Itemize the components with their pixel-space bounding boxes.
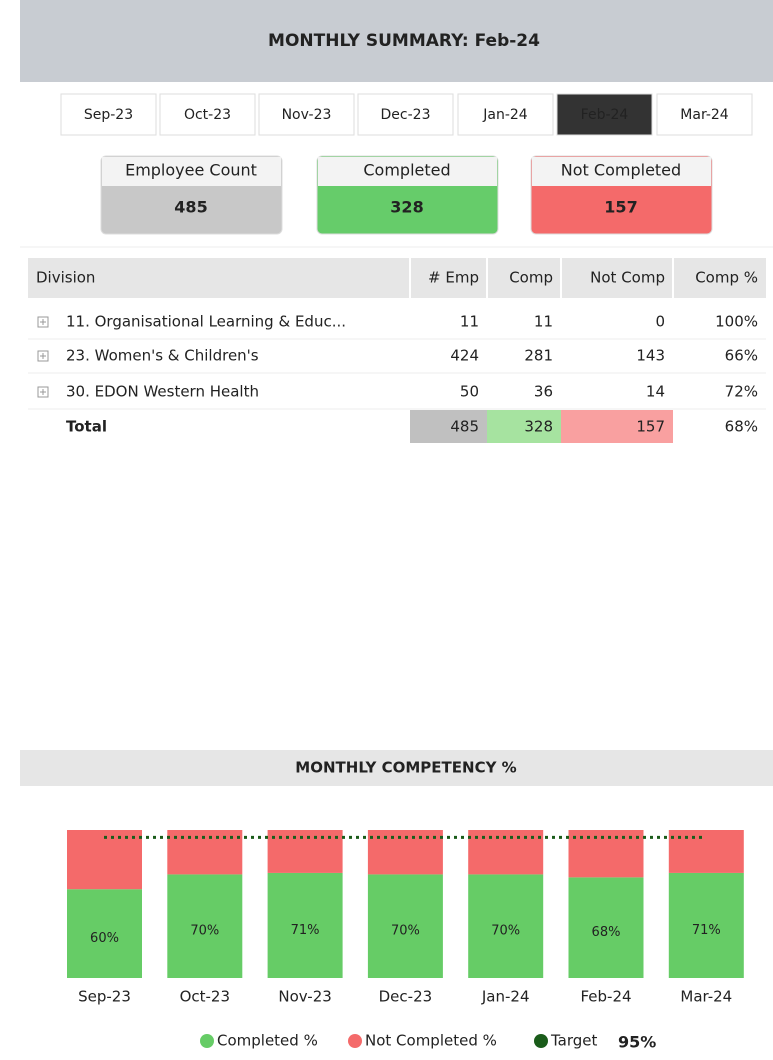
chart-title: MONTHLY COMPETENCY % (295, 759, 516, 777)
total-cell: 485 (450, 418, 479, 436)
card-label: Employee Count (125, 161, 257, 180)
card-top (318, 157, 497, 186)
bar-segment (668, 830, 744, 873)
data-label: 60% (90, 931, 119, 946)
data-label: 71% (291, 923, 320, 938)
target-label: 95% (618, 1033, 656, 1052)
card-value: 485 (174, 198, 207, 217)
table-cell: 14 (646, 383, 665, 401)
table-cell: 281 (524, 347, 553, 365)
data-label: 68% (592, 925, 621, 940)
legend-swatch (348, 1034, 362, 1048)
table-cell: 424 (450, 347, 479, 365)
table-cell: 66% (725, 347, 758, 365)
table-cell: 50 (460, 383, 479, 401)
month-tab-label: Oct-23 (184, 107, 231, 123)
table-header (28, 258, 766, 298)
chart-title-bar (20, 750, 773, 786)
table-cell: 30. EDON Western Health (66, 383, 259, 401)
month-tab[interactable] (656, 93, 753, 136)
bar-segment (267, 872, 343, 978)
total-cell: 68% (725, 418, 758, 436)
bar-segment (668, 872, 744, 978)
column-header: Division (36, 269, 95, 287)
month-tab-label: Jan-24 (482, 107, 528, 123)
total-cell-bg (410, 410, 487, 443)
month-tab-label: Feb-24 (581, 107, 629, 123)
month-tab-label: Mar-24 (680, 107, 728, 123)
month-tab[interactable] (357, 93, 454, 136)
total-cell: 328 (524, 418, 553, 436)
table-cell: 23. Women's & Children's (66, 347, 259, 365)
total-cell-bg (561, 410, 673, 443)
legend-label: Not Completed % (365, 1032, 497, 1050)
column-header: Not Comp (590, 269, 665, 287)
table-cell: 36 (534, 383, 553, 401)
x-tick-label: Sep-23 (78, 988, 131, 1006)
month-tab[interactable] (60, 93, 157, 136)
bar-segment (267, 830, 343, 873)
header-bar (20, 0, 773, 82)
header-title: MONTHLY SUMMARY: Feb-24 (268, 31, 540, 51)
month-tab[interactable] (258, 93, 355, 136)
x-tick-label: Jan-24 (481, 988, 530, 1006)
x-tick-label: Nov-23 (278, 988, 331, 1006)
table-cell: 72% (725, 383, 758, 401)
table-cell: 11. Organisational Learning & Educ... (66, 313, 346, 331)
x-tick-label: Oct-23 (180, 988, 230, 1006)
x-tick-label: Dec-23 (379, 988, 433, 1006)
bar-segment (568, 877, 644, 978)
card-value: 157 (604, 198, 637, 217)
column-header: Comp % (695, 269, 758, 287)
table-cell: 11 (534, 313, 553, 331)
table-cell: 0 (655, 313, 665, 331)
legend-swatch (534, 1034, 548, 1048)
card-label: Not Completed (561, 161, 681, 180)
month-tab-label: Dec-23 (381, 107, 431, 123)
column-header: # Emp (428, 269, 479, 287)
x-tick-label: Feb-24 (580, 988, 631, 1006)
total-cell-bg (487, 410, 561, 443)
card-top (102, 157, 281, 186)
table-cell: 11 (460, 313, 479, 331)
month-tab-label: Sep-23 (84, 107, 133, 123)
card-top (532, 157, 711, 186)
bar-segment (468, 874, 544, 978)
month-tab[interactable] (159, 93, 256, 136)
total-cell: Total (66, 418, 107, 436)
total-cell: 157 (636, 418, 665, 436)
card-label: Completed (363, 161, 450, 180)
bar-segment (67, 830, 142, 890)
table-cell: 143 (636, 347, 665, 365)
legend-label: Completed % (217, 1032, 318, 1050)
legend-label: Target (550, 1032, 598, 1050)
column-header: Comp (509, 269, 553, 287)
x-tick-label: Mar-24 (680, 988, 732, 1006)
card-value: 328 (390, 198, 423, 217)
bar-segment (167, 874, 243, 978)
data-label: 71% (692, 923, 721, 938)
bar-segment (67, 889, 142, 978)
data-label: 70% (391, 924, 420, 939)
data-label: 70% (491, 924, 520, 939)
bar-segment (367, 874, 443, 978)
legend-swatch (200, 1034, 214, 1048)
data-label: 70% (190, 924, 219, 939)
bar-segment (568, 830, 644, 878)
month-tab[interactable] (556, 93, 653, 136)
month-tab[interactable] (457, 93, 554, 136)
table-cell: 100% (715, 313, 758, 331)
month-tab-label: Nov-23 (282, 107, 332, 123)
